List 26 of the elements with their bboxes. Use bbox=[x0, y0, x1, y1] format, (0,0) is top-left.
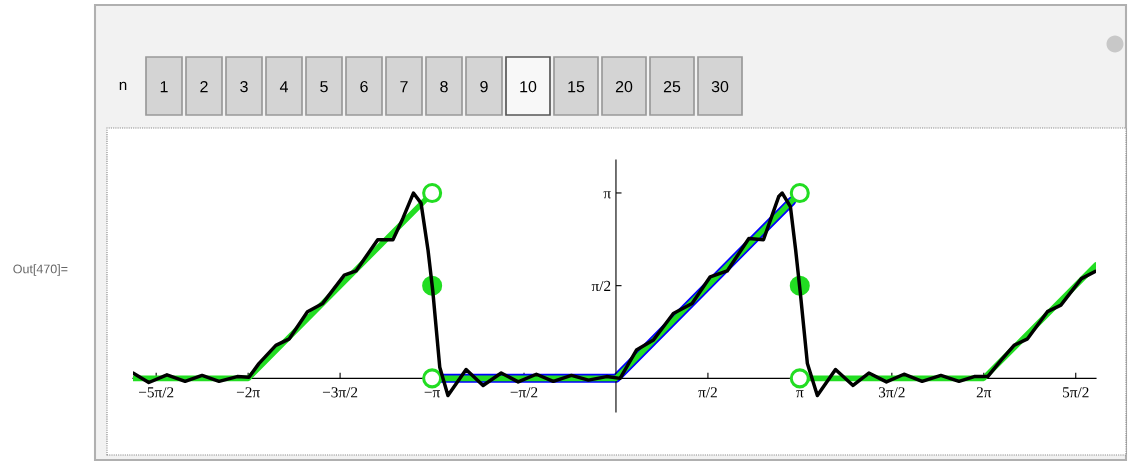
x-tick-label: −5π/2 bbox=[139, 387, 174, 398]
text: 2 bbox=[200, 80, 208, 93]
x-tick-label: 2π bbox=[976, 387, 992, 398]
text: 8 bbox=[440, 80, 448, 93]
text: 4 bbox=[279, 81, 288, 93]
text: 6 bbox=[360, 80, 368, 93]
x-tick-label: −π/2 bbox=[510, 387, 538, 398]
x-tick-label: −2π bbox=[236, 387, 260, 398]
text: 7 bbox=[400, 81, 408, 93]
text: 1 bbox=[160, 81, 168, 93]
x-tick-label: −3π/2 bbox=[322, 387, 358, 398]
text: 9 bbox=[480, 80, 488, 93]
text: 15 bbox=[568, 81, 585, 93]
text: 30 bbox=[711, 80, 729, 93]
text: 20 bbox=[615, 80, 633, 93]
text: 10 bbox=[520, 80, 537, 93]
text: n bbox=[119, 81, 127, 90]
text: 3 bbox=[240, 80, 248, 93]
x-tick-label: π/2 bbox=[698, 387, 717, 398]
text: 25 bbox=[663, 80, 681, 93]
text: Out[470]= bbox=[13, 264, 68, 276]
text: 5 bbox=[320, 81, 328, 93]
x-tick-label: 5π/2 bbox=[1063, 387, 1089, 398]
x-tick-label: −π bbox=[424, 390, 440, 398]
x-tick-label: π bbox=[796, 390, 804, 398]
x-tick-label: 3π/2 bbox=[878, 387, 905, 398]
